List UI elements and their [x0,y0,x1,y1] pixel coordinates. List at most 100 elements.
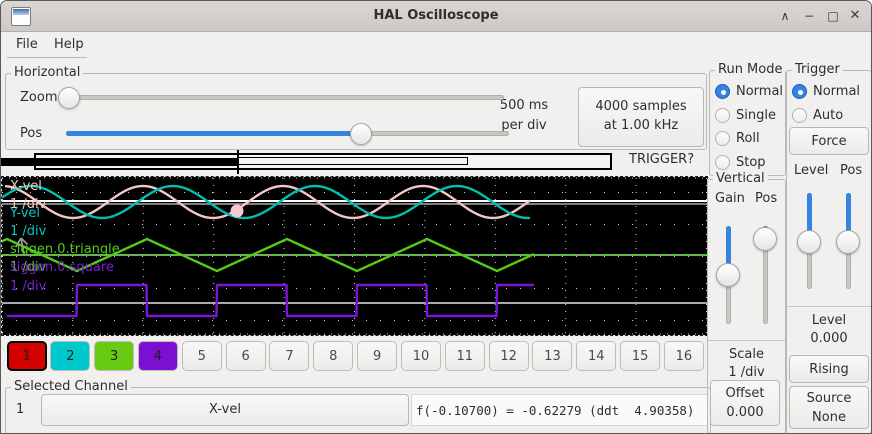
window-title: HAL Oscilloscope [373,8,499,23]
channel-button-12[interactable]: 12 [488,341,529,371]
trace-label: Y-vel [10,206,41,221]
channel-button-14[interactable]: 14 [576,341,617,371]
run-mode-section: Run Mode Normal Single Roll Stop [709,62,786,176]
trigger-point-marker [230,204,244,218]
channel-button-3[interactable]: 3 [94,341,135,371]
vertical-pos-slider-trough[interactable] [762,226,768,324]
samples-line2: at 1.00 kHz [603,118,679,133]
horizontal-pos-slider-fill [66,131,362,136]
channel-button-15[interactable]: 15 [620,341,661,371]
horizontal-zoom-slider-handle[interactable] [58,86,80,109]
channel-button-4[interactable]: 4 [137,341,178,371]
channel-button-6[interactable]: 6 [225,341,266,371]
gain-slider-handle[interactable] [716,263,740,287]
trigger-level-slider-label: Level [794,163,829,178]
trigger-source-line1: Source [806,391,852,406]
channel-button-1[interactable]: 1 [6,341,47,371]
scale-value: 1 /div [728,365,765,380]
run-mode-option-label: Normal [736,84,784,100]
trigger-level-readout-label: Level [811,313,847,328]
trigger-separator [787,306,871,307]
offset-value: 0.000 [726,405,764,420]
menu-file[interactable]: File [16,37,38,52]
maximize-button[interactable]: □ [827,9,839,23]
record-displayed-bar [1,158,238,166]
position-arrow-icon [15,237,29,255]
channel-source-button[interactable]: X-vel [41,394,409,426]
trigger-edge-button[interactable]: Rising [789,355,869,383]
vertical-frame-label: Vertical [713,171,768,187]
shade-button[interactable]: ∧ [780,9,790,23]
vertical-section: Vertical Gain Pos Scale 1 /div Offset 0.… [707,171,786,433]
pos-slider-label: Pos [20,126,43,141]
trace-X-vel [4,184,531,220]
menu-help[interactable]: Help [54,37,84,52]
trace-label: siggen.0.triangle [10,242,120,257]
channel-button-11[interactable]: 11 [444,341,485,371]
channel-button-8[interactable]: 8 [313,341,354,371]
run-mode-option-stop[interactable]: Stop [710,151,785,175]
radio-icon[interactable] [792,107,807,123]
trigger-pos-slider-fill [845,193,851,243]
channel-button-2[interactable]: 2 [50,341,91,371]
trace-label: 1 /div [10,279,47,294]
horizontal-pos-slider-handle[interactable] [350,122,373,145]
trace-siggen.0.square [6,283,535,318]
trigger-position-marker [237,150,239,174]
channel-button-9[interactable]: 9 [357,341,398,371]
run-mode-option-normal[interactable]: Normal [710,80,785,104]
radio-icon[interactable] [715,84,730,100]
channel-button-5[interactable]: 5 [181,341,222,371]
trace-label: X-vel [10,179,42,194]
titlebar[interactable]: HAL Oscilloscope ∧ − □ ✕ [1,1,871,32]
channel-button-7[interactable]: 7 [269,341,310,371]
timebase-unit: per div [501,118,547,133]
selected-channel-number: 1 [16,402,25,417]
scope-display[interactable]: X-vel 1 /div Y-vel 1 /div siggen.0.triangle 1… [1,176,708,336]
channel-button-13[interactable]: 13 [532,341,573,371]
close-button[interactable]: ✕ [849,8,861,23]
selected-channel-section: Selected Channel 1 X-vel f(-0.10700) = -… [5,379,711,433]
trigger-source-line2: None [812,410,846,425]
record-pretrigger-bar [238,157,468,165]
vertical-separator [708,340,785,341]
trigger-pos-slider-label: Pos [840,163,863,178]
force-trigger-button[interactable]: Force [789,127,869,155]
timebase-value: 500 ms [499,98,549,113]
window-icon [11,7,31,26]
trigger-mode-option-auto[interactable]: Auto [787,104,871,128]
channel-button-10[interactable]: 10 [400,341,441,371]
offset-button[interactable]: Offset 0.000 [710,380,780,426]
trigger-mode-option-label: Auto [813,107,844,123]
minimize-button[interactable]: − [803,9,815,23]
trigger-section: Trigger Normal Auto Force Level Pos Level… [786,62,871,433]
horizontal-zoom-slider-trough[interactable] [58,95,504,100]
trace-label: siggen.0.square [10,260,114,275]
vertical-pos-slider-handle[interactable] [753,226,777,251]
gain-slider-fill [725,226,731,275]
trigger-pos-slider-handle[interactable] [836,230,860,255]
trigger-level-slider-handle[interactable] [797,229,821,254]
trigger-mode-option-normal[interactable]: Normal [787,80,871,104]
trace-label: 1 /div [10,260,47,275]
trigger-source-button[interactable]: Source None [789,386,869,429]
radio-icon[interactable] [715,154,730,170]
offset-label: Offset [725,386,765,401]
run-mode-option-label: Roll [736,131,760,147]
radio-icon[interactable] [792,84,807,100]
trigger-status-label: TRIGGER? [629,152,695,167]
run-mode-frame-label: Run Mode [715,62,786,78]
trace-siggen.0.triangle [2,237,535,273]
samples-line1: 4000 samples [595,99,687,114]
run-mode-option-label: Single [736,107,776,123]
samples-button[interactable]: 4000 samples at 1.00 kHz [578,87,704,147]
channel-button-16[interactable]: 16 [663,341,704,371]
gain-slider-label: Gain [715,191,745,206]
radio-icon[interactable] [715,131,730,147]
run-mode-option-single[interactable]: Single [710,104,785,128]
radio-icon[interactable] [715,107,730,123]
zoom-slider-label: Zoom [20,90,58,105]
selected-channel-label: Selected Channel [11,379,131,395]
run-mode-option-roll[interactable]: Roll [710,127,785,151]
